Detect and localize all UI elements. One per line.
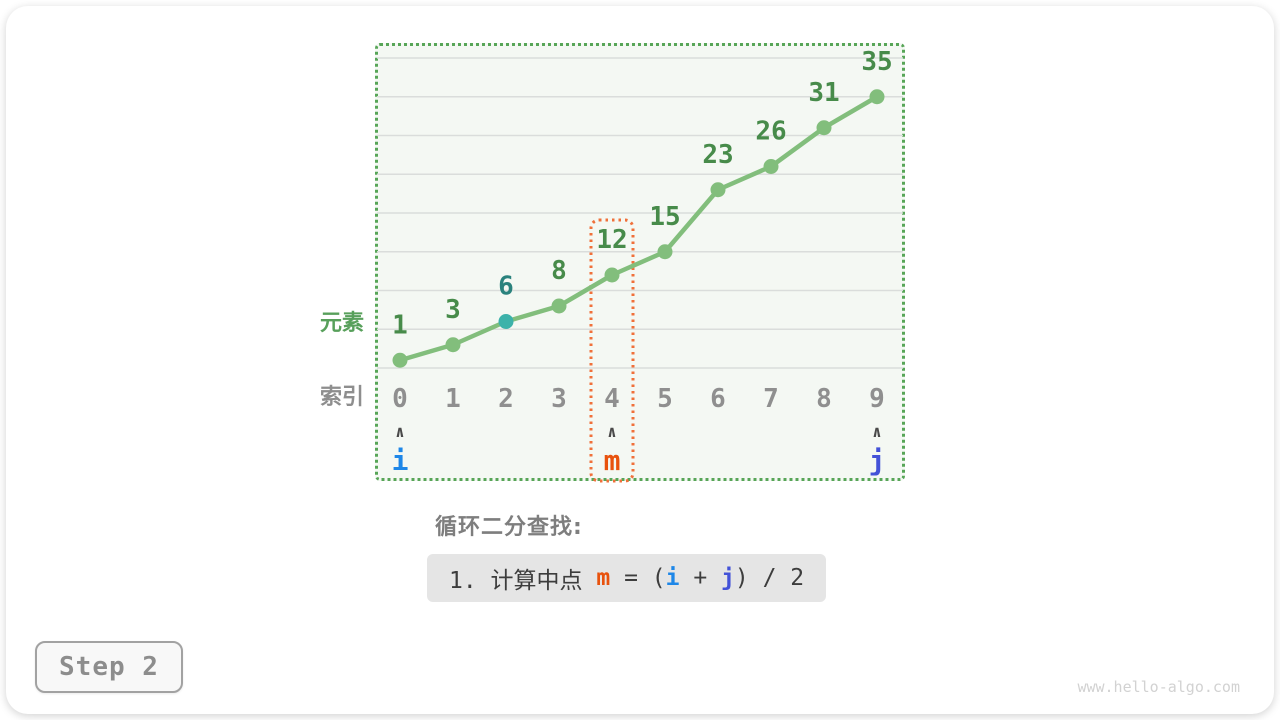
index-label: 2 — [498, 384, 514, 414]
pointer-label-m: m — [604, 444, 621, 477]
data-point — [445, 337, 461, 353]
index-label: 4 — [604, 384, 620, 414]
data-line — [397, 94, 880, 363]
value-label: 15 — [649, 202, 680, 232]
value-label: 1 — [392, 310, 408, 340]
midpoint-box — [589, 218, 635, 483]
formula-pointer-j: j — [721, 565, 735, 591]
y-axis-label: 元素 — [319, 311, 364, 336]
index-label: 3 — [551, 384, 567, 414]
index-label: 0 — [392, 384, 408, 414]
index-label: 9 — [869, 384, 885, 414]
index-label: 5 — [657, 384, 673, 414]
pointer-arrow-icon: ∧ — [607, 422, 617, 441]
data-point — [392, 352, 408, 368]
value-label: 31 — [808, 78, 839, 108]
value-label: 35 — [861, 47, 892, 77]
index-label: 6 — [710, 384, 726, 414]
data-point — [763, 159, 779, 174]
value-label: 6 — [498, 272, 514, 302]
loop-heading: 循环二分查找: — [435, 515, 583, 540]
formula-pointer-i: i — [665, 565, 680, 591]
data-point — [498, 314, 514, 329]
formula-box: 1. 计算中点 m = (i + j) / 2 — [427, 554, 827, 602]
data-point — [869, 89, 885, 105]
value-label: 3 — [445, 295, 461, 325]
value-label: 12 — [596, 225, 627, 255]
pointer-arrow-icon: ∧ — [872, 422, 882, 441]
pointer-label-i: i — [392, 444, 409, 477]
formula-equals: = ( — [610, 565, 666, 591]
binary-search-chart: 1 3 6 8 12 15 23 26 31 35 0 1 2 3 4 5 6 7 8 9 ∧ i ∧ m ∧ j — [375, 43, 905, 483]
pointer-arrow-icon: ∧ — [395, 422, 405, 441]
formula-plus: + — [679, 565, 722, 591]
value-label: 23 — [702, 140, 733, 170]
formula-suffix: ) / 2 — [734, 565, 805, 591]
index-label: 8 — [816, 384, 832, 414]
data-point — [657, 244, 673, 260]
data-point — [604, 267, 620, 283]
index-label: 7 — [763, 384, 779, 414]
value-label: 8 — [551, 256, 567, 286]
data-point — [816, 120, 832, 136]
x-axis-label: 索引 — [319, 385, 364, 410]
data-point — [710, 182, 726, 198]
formula-prefix: 1. 计算中点 — [449, 568, 597, 594]
step-button-label: Step 2 — [59, 652, 159, 682]
page-card: 1 3 6 8 12 15 23 26 31 35 0 1 2 3 4 5 6 7 8 9 ∧ i ∧ m ∧ j 元素 索引 循… — [6, 6, 1274, 714]
formula-pointer-m: m — [596, 565, 611, 591]
pointer-label-j: j — [869, 444, 886, 477]
watermark: www.hello-algo.com — [1077, 678, 1240, 696]
data-point — [551, 298, 567, 314]
value-label: 26 — [755, 117, 786, 147]
step-button[interactable]: Step 2 — [35, 641, 183, 693]
index-label: 1 — [445, 384, 461, 414]
